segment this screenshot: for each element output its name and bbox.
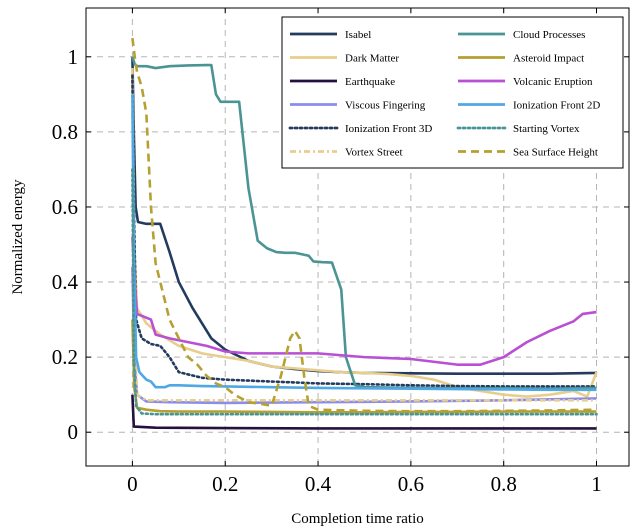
y-tick-label: 1 [68,45,79,69]
legend-label-volcanic-eruption: Volcanic Eruption [513,76,593,88]
x-tick-label: 0.8 [491,472,517,496]
x-tick-label: 0 [127,472,138,496]
series-line-sea-surface-height [131,37,597,413]
legend-label-asteroid-impact: Asteroid Impact [513,53,584,65]
legend-label-isabel: Isabel [345,29,371,41]
legend-label-viscous-fingering: Viscous Fingering [345,100,426,112]
series-line-ionization-front-3d [131,74,598,388]
y-tick-label: 0.6 [52,195,78,219]
y-tick-label: 0.8 [52,120,78,144]
legend-label-ionization-front-2d: Ionization Front 2D [513,100,600,112]
x-tick-label: 0.4 [305,472,332,496]
legend-label-vortex-street: Vortex Street [345,147,403,159]
series-line-isabel [131,56,597,375]
series-line-viscous-fingering [131,267,597,405]
legend-label-starting-vortex: Starting Vortex [513,123,580,135]
x-tick-label: 0.6 [398,472,424,496]
x-tick-label: 1 [591,472,602,496]
legend-box [281,16,624,169]
series-line-vortex-street [131,113,597,402]
y-tick-label: 0 [68,420,79,444]
legend-label-earthquake: Earthquake [345,76,395,88]
legend-label-dark-matter: Dark Matter [345,53,399,65]
x-tick-label: 0.2 [212,472,238,496]
axis-ticks: 0 0.2 0.4 0.6 0.8 1 0 0.2 0.4 0.6 0.8 1 [52,8,629,496]
plot-frame [85,7,630,467]
series-line-asteroid-impact [131,319,597,414]
series-line-volcanic-eruption [131,236,597,366]
legend-label-sea-surface-height: Sea Surface Height [513,147,598,159]
legend-label-cloud-processes: Cloud Processes [513,29,585,41]
y-tick-label: 0.2 [52,345,78,369]
series-layer [131,37,598,430]
x-axis-title: Completion time ratio [291,511,423,527]
legend: Isabel Dark Matter Earthquake Viscous Finge… [281,16,624,169]
y-axis-title: Normalized energy [10,179,26,295]
legend-label-ionization-front-3d: Ionization Front 3D [345,123,432,135]
series-line-ionization-front-2d [131,94,597,392]
y-tick-label: 0.4 [52,270,79,294]
series-line-earthquake [131,394,597,430]
series-line-starting-vortex [131,168,598,416]
